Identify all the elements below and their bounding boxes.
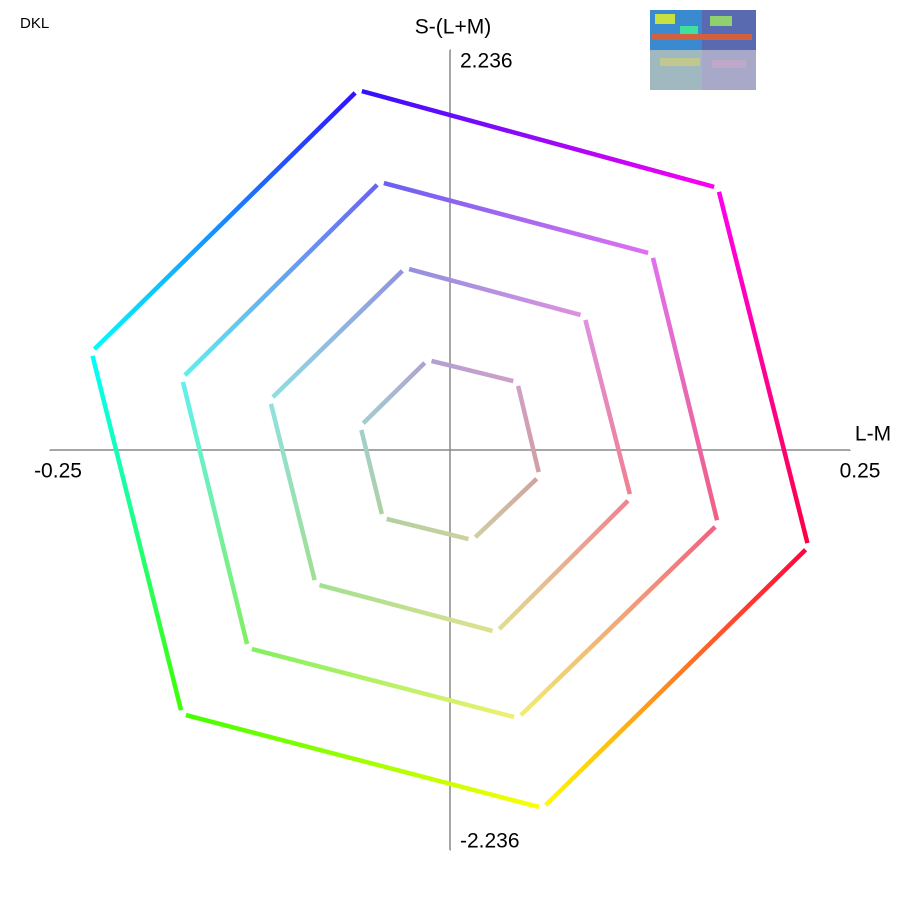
- y-tick-label: 2.236: [460, 50, 513, 73]
- hexagon-edge: [359, 429, 385, 515]
- hexagon-edge: [185, 712, 540, 810]
- hexagon-edge: [251, 646, 515, 720]
- hexagon-edge: [716, 191, 810, 544]
- y-axis-label: S-(L+M): [415, 16, 491, 39]
- hexagon-edge: [92, 91, 357, 351]
- hexagon-edge: [583, 319, 632, 495]
- hexagon-edge: [361, 361, 427, 425]
- x-tick-label: -0.25: [34, 460, 82, 483]
- hexagon-edge: [515, 385, 541, 473]
- thumbnail: [650, 10, 756, 90]
- y-tick-label: -2.236: [460, 830, 520, 853]
- hexagon-edge: [519, 525, 717, 717]
- hexagon-edge: [90, 355, 184, 711]
- hexagon-edge: [318, 582, 494, 634]
- hexagon-edge: [183, 183, 379, 377]
- hexagon-edge: [408, 266, 582, 318]
- hexagon-edge: [430, 358, 514, 384]
- hexagon-edge: [268, 403, 317, 581]
- hexagon-edge: [383, 180, 649, 256]
- x-axis-label: L-M: [855, 423, 891, 446]
- x-tick-label: 0.25: [840, 460, 881, 483]
- chart-title: DKL: [20, 15, 49, 32]
- hexagon-edge: [386, 516, 470, 542]
- hexagon-edge: [650, 257, 720, 521]
- hexagon-edge: [544, 548, 808, 807]
- hexagon-edge: [497, 499, 630, 631]
- hexagon-edge: [361, 88, 715, 190]
- hexagon-edge: [271, 269, 404, 399]
- hexagon-edge: [473, 477, 539, 539]
- hexagon-edge: [180, 381, 250, 645]
